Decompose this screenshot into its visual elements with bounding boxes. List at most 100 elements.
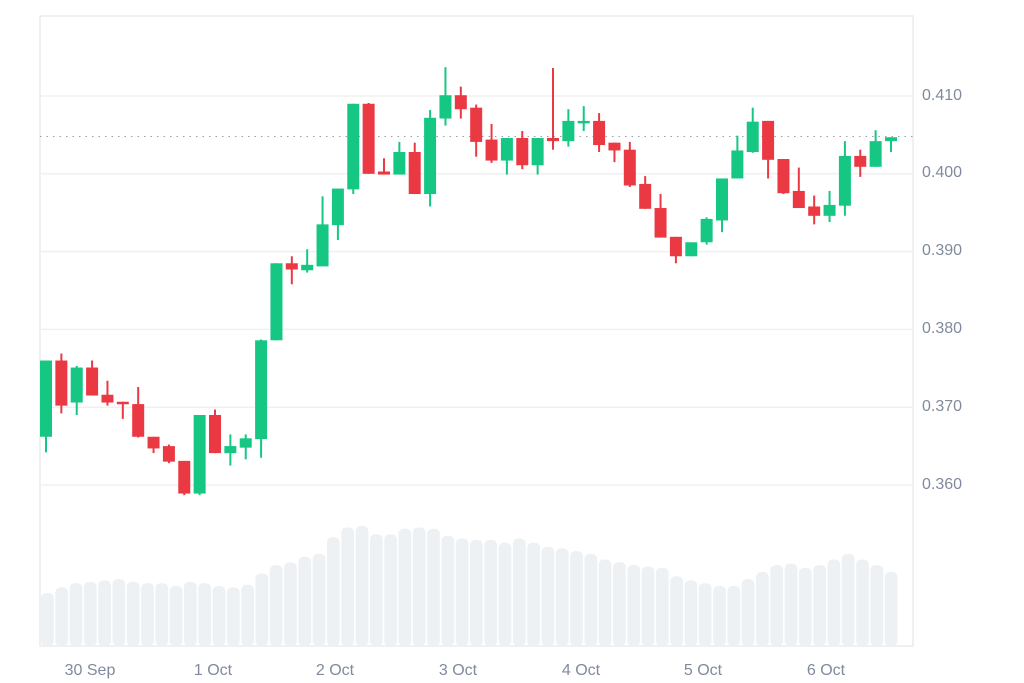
- candle-body-down: [608, 142, 621, 151]
- candle-body-up: [224, 446, 237, 454]
- y-tick-label: 0.380: [922, 320, 963, 337]
- candle-body-down: [808, 206, 821, 216]
- candle-body-up: [531, 138, 544, 166]
- candle-body-up: [885, 137, 897, 142]
- candle-body-up: [439, 95, 452, 119]
- volume-bar: [470, 539, 483, 646]
- volume-bar: [527, 542, 540, 646]
- volume-bar: [670, 576, 683, 646]
- candle-body-down: [209, 414, 221, 454]
- volume-bar: [541, 546, 555, 646]
- volume-bar: [83, 581, 97, 646]
- volume-bar: [155, 583, 169, 646]
- candle-body-down: [639, 183, 652, 209]
- candle-body-up: [869, 141, 882, 167]
- volume-bar: [655, 567, 669, 646]
- volume-bar: [212, 586, 226, 646]
- volume-bar: [827, 559, 841, 646]
- candle-body-up: [393, 152, 406, 175]
- candle-body-down: [623, 149, 636, 186]
- candle-body-down: [378, 171, 390, 175]
- candle-body-up: [577, 120, 590, 124]
- volume-bar: [555, 548, 569, 646]
- volume-bar: [198, 583, 212, 646]
- y-tick-label: 0.360: [922, 476, 963, 493]
- candle-body-down: [408, 152, 421, 195]
- candle-body-up: [40, 360, 52, 437]
- candle-body-up: [193, 414, 206, 494]
- volume-bar: [770, 565, 784, 646]
- volume-bar: [613, 562, 626, 646]
- candle-body-down: [762, 120, 775, 160]
- candle-body-up: [716, 178, 728, 221]
- volume-bar: [384, 534, 397, 646]
- volume-bar: [355, 526, 369, 646]
- volume-bar: [870, 565, 884, 646]
- volume-bar: [455, 538, 469, 646]
- volume-bar: [641, 566, 655, 646]
- volume-bar: [784, 563, 798, 646]
- volume-bar: [55, 587, 69, 646]
- volume-bar: [284, 562, 297, 646]
- volume-bar: [98, 580, 111, 646]
- candle-body-down: [116, 401, 129, 405]
- volume-bar: [269, 565, 283, 646]
- candle-body-up: [239, 438, 252, 448]
- volume-bar: [184, 581, 197, 646]
- candle-body-down: [654, 208, 667, 238]
- volume-bar: [141, 583, 154, 646]
- candle-body-down: [55, 360, 68, 406]
- volume-bar: [841, 553, 855, 646]
- candle-body-down: [470, 107, 483, 142]
- candle-body-up: [424, 117, 437, 195]
- candle-body-down: [162, 446, 175, 462]
- y-tick-label: 0.370: [922, 398, 963, 415]
- volume-bar: [856, 559, 869, 646]
- candle-body-up: [70, 367, 83, 403]
- volume-bar: [427, 528, 440, 646]
- volume-bar: [241, 584, 254, 646]
- candle-body-up: [301, 264, 314, 271]
- volume-bar: [584, 553, 598, 646]
- volume-bar: [684, 580, 698, 646]
- candle-body-up: [685, 242, 698, 257]
- candle-body-down: [485, 139, 498, 161]
- volume-bar: [298, 556, 312, 646]
- volume-bar: [884, 572, 898, 646]
- candle-body-down: [593, 120, 606, 146]
- volume-bar: [327, 537, 340, 646]
- x-tick-label: 3 Oct: [438, 662, 478, 679]
- candle-body-up: [746, 121, 759, 153]
- volume-bar: [169, 586, 183, 646]
- candle-body-up: [316, 224, 329, 267]
- volume-bar: [727, 586, 741, 646]
- volume-bar: [598, 559, 612, 646]
- candle-body-down: [285, 263, 298, 270]
- candle-body-down: [669, 236, 682, 257]
- candle-body-down: [86, 367, 99, 396]
- candle-body-down: [792, 190, 805, 209]
- volume-bar: [484, 539, 498, 646]
- candle-body-up: [562, 120, 575, 142]
- x-tick-label: 4 Oct: [561, 662, 601, 679]
- volume-bar: [698, 583, 712, 646]
- x-tick-label: 5 Oct: [683, 662, 723, 679]
- volume-bar: [126, 581, 140, 646]
- volume-bar: [255, 573, 269, 646]
- candle-body-up: [255, 340, 268, 440]
- x-tick-label: 2 Oct: [315, 662, 355, 679]
- volume-bar: [312, 553, 326, 646]
- candle-body-down: [362, 103, 375, 174]
- candle-body-up: [347, 103, 360, 190]
- volume-bar: [69, 583, 83, 646]
- candle-body-down: [132, 404, 145, 437]
- y-tick-label: 0.410: [922, 87, 963, 104]
- x-tick-label: 6 Oct: [806, 662, 846, 679]
- candle-body-down: [101, 394, 114, 403]
- candle-body-up: [838, 155, 851, 206]
- candle-body-up: [500, 138, 513, 161]
- volume-bar: [441, 535, 455, 646]
- volume-bar: [627, 565, 641, 646]
- candle-body-up: [331, 188, 344, 226]
